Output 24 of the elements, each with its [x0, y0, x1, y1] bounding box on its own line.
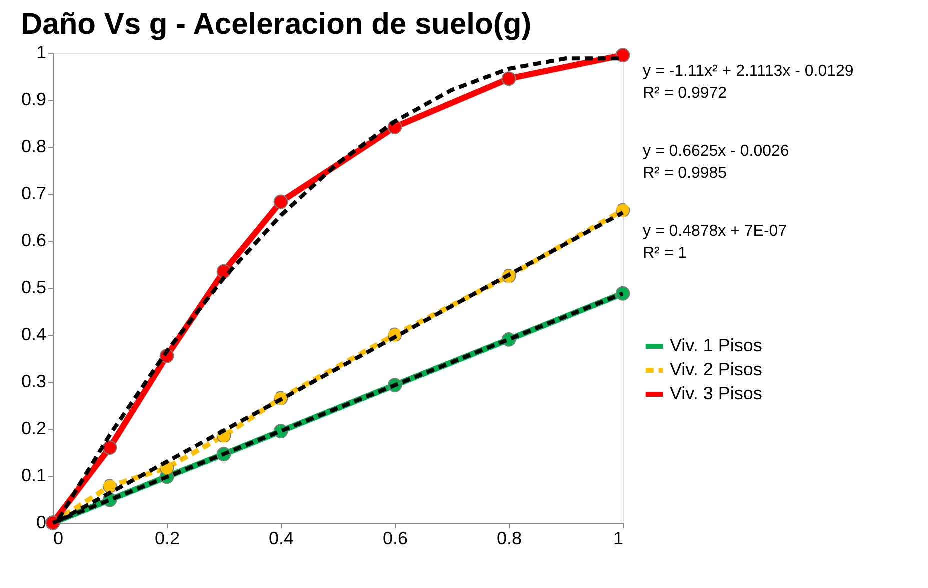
- y-tick-label: 0.7: [21, 184, 46, 204]
- legend-label: Viv. 1 Pisos: [670, 336, 762, 356]
- legend-label: Viv. 3 Pisos: [670, 384, 762, 404]
- legend-label: Viv. 2 Pisos: [670, 360, 762, 380]
- x-tick-label: 0: [54, 528, 64, 548]
- y-tick-label: 0: [36, 512, 46, 532]
- y-tick-label: 0.4: [21, 324, 46, 344]
- x-tick-label: 0.2: [154, 528, 180, 548]
- y-tick-label: 0.3: [21, 372, 46, 392]
- text: y = 0.4878x + 7E-07 R² = 1: [643, 223, 788, 262]
- y-tick-label: 0.8: [21, 136, 46, 156]
- y-tick-label: 0.9: [21, 90, 46, 110]
- x-tick-label: 0.6: [382, 528, 408, 548]
- y-tick-label: 0.5: [21, 278, 46, 298]
- chart-title: Daño Vs g - Aceleracion de suelo(g): [20, 8, 532, 41]
- y-tick-label: 0.2: [21, 418, 46, 438]
- text: y = -1.11x² + 2.1113x - 0.0129 R² = 0.9972: [643, 63, 854, 102]
- y-tick-label: 0.1: [21, 466, 46, 486]
- text: y = 0.6625x - 0.0026 R² = 0.9985: [643, 143, 790, 182]
- x-tick-label: 0.4: [268, 528, 294, 548]
- x-tick-label: 0.8: [496, 528, 522, 548]
- y-tick-label: 1: [36, 42, 46, 62]
- x-tick-label: 1: [613, 528, 624, 548]
- y-tick-label: 0.6: [21, 230, 46, 250]
